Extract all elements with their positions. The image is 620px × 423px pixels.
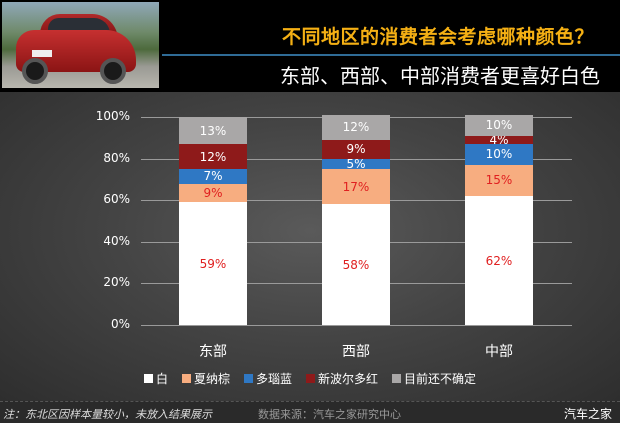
bar-segment: 58%: [322, 204, 390, 325]
y-tick-label: 100%: [95, 109, 130, 123]
legend-swatch-icon: [181, 374, 191, 383]
y-tick-label: 60%: [103, 192, 130, 207]
legend-label: 多瑙蓝: [255, 372, 292, 386]
rear-wheel-shape: [100, 58, 126, 84]
bar-segment: 12%: [179, 144, 247, 169]
footnote: 注：东北区因样本量较小，未放入结果展示: [3, 408, 212, 421]
x-category-label: 东部: [199, 344, 227, 360]
legend-label: 白: [155, 372, 168, 386]
x-category-label: 西部: [342, 344, 370, 360]
footer: 注：东北区因样本量较小，未放入结果展示 数据来源：汽车之家研究中心 汽车之家: [0, 401, 620, 423]
brand-logo-text: 汽车之家: [563, 407, 612, 421]
title-divider: [162, 54, 620, 56]
bar-segment: 15%: [465, 164, 533, 197]
bar-segment: 13%: [179, 117, 247, 145]
y-tick-label: 80%: [103, 150, 130, 165]
license-plate-shape: [32, 50, 52, 57]
legend-label: 目前还不确定: [404, 372, 477, 386]
legend-item: 目前还不确定: [392, 370, 476, 387]
front-wheel-shape: [22, 58, 48, 84]
bar-segment: 17%: [322, 169, 390, 205]
legend-item: 新波尔多红: [306, 370, 378, 387]
legend-label: 新波尔多红: [318, 372, 379, 386]
legend-swatch-icon: [243, 374, 253, 383]
chart-title: 不同地区的消费者会考虑哪种颜色？: [281, 26, 594, 48]
car-photo: [2, 2, 159, 88]
bar-segment: 59%: [179, 202, 247, 325]
bar-segment: 9%: [322, 139, 390, 159]
bar-segment: 62%: [465, 196, 533, 325]
data-source: 数据来源：汽车之家研究中心: [258, 408, 401, 421]
y-tick-label: 0%: [110, 317, 130, 331]
legend-label: 夏纳棕: [193, 372, 230, 386]
legend-item: 白: [143, 370, 168, 387]
chart-subtitle: 东部、西部、中部消费者更喜好白色: [280, 64, 600, 88]
gridline: [141, 325, 572, 326]
bar-segment: 5%: [322, 157, 390, 171]
bar-segment: 12%: [322, 114, 390, 140]
bar-segment: 10%: [465, 114, 533, 136]
bar-segment: 9%: [179, 183, 247, 203]
x-category-label: 中部: [485, 344, 513, 360]
legend-swatch-icon: [392, 374, 402, 383]
header-banner: 不同地区的消费者会考虑哪种颜色？ 东部、西部、中部消费者更喜好白色: [0, 0, 620, 92]
bar-segment: 4%: [465, 133, 533, 147]
legend-swatch-icon: [143, 374, 153, 383]
legend: 白 夏纳棕 多瑙蓝 新波尔多红 目前还不确定: [0, 370, 620, 387]
legend-item: 多瑙蓝: [243, 370, 292, 387]
legend-item: 夏纳棕: [181, 370, 230, 387]
y-tick-label: 40%: [103, 233, 130, 248]
y-tick-label: 20%: [103, 275, 130, 290]
legend-swatch-icon: [306, 374, 315, 383]
bar-segment: 7%: [179, 169, 247, 184]
bar-segment: 10%: [465, 144, 533, 165]
